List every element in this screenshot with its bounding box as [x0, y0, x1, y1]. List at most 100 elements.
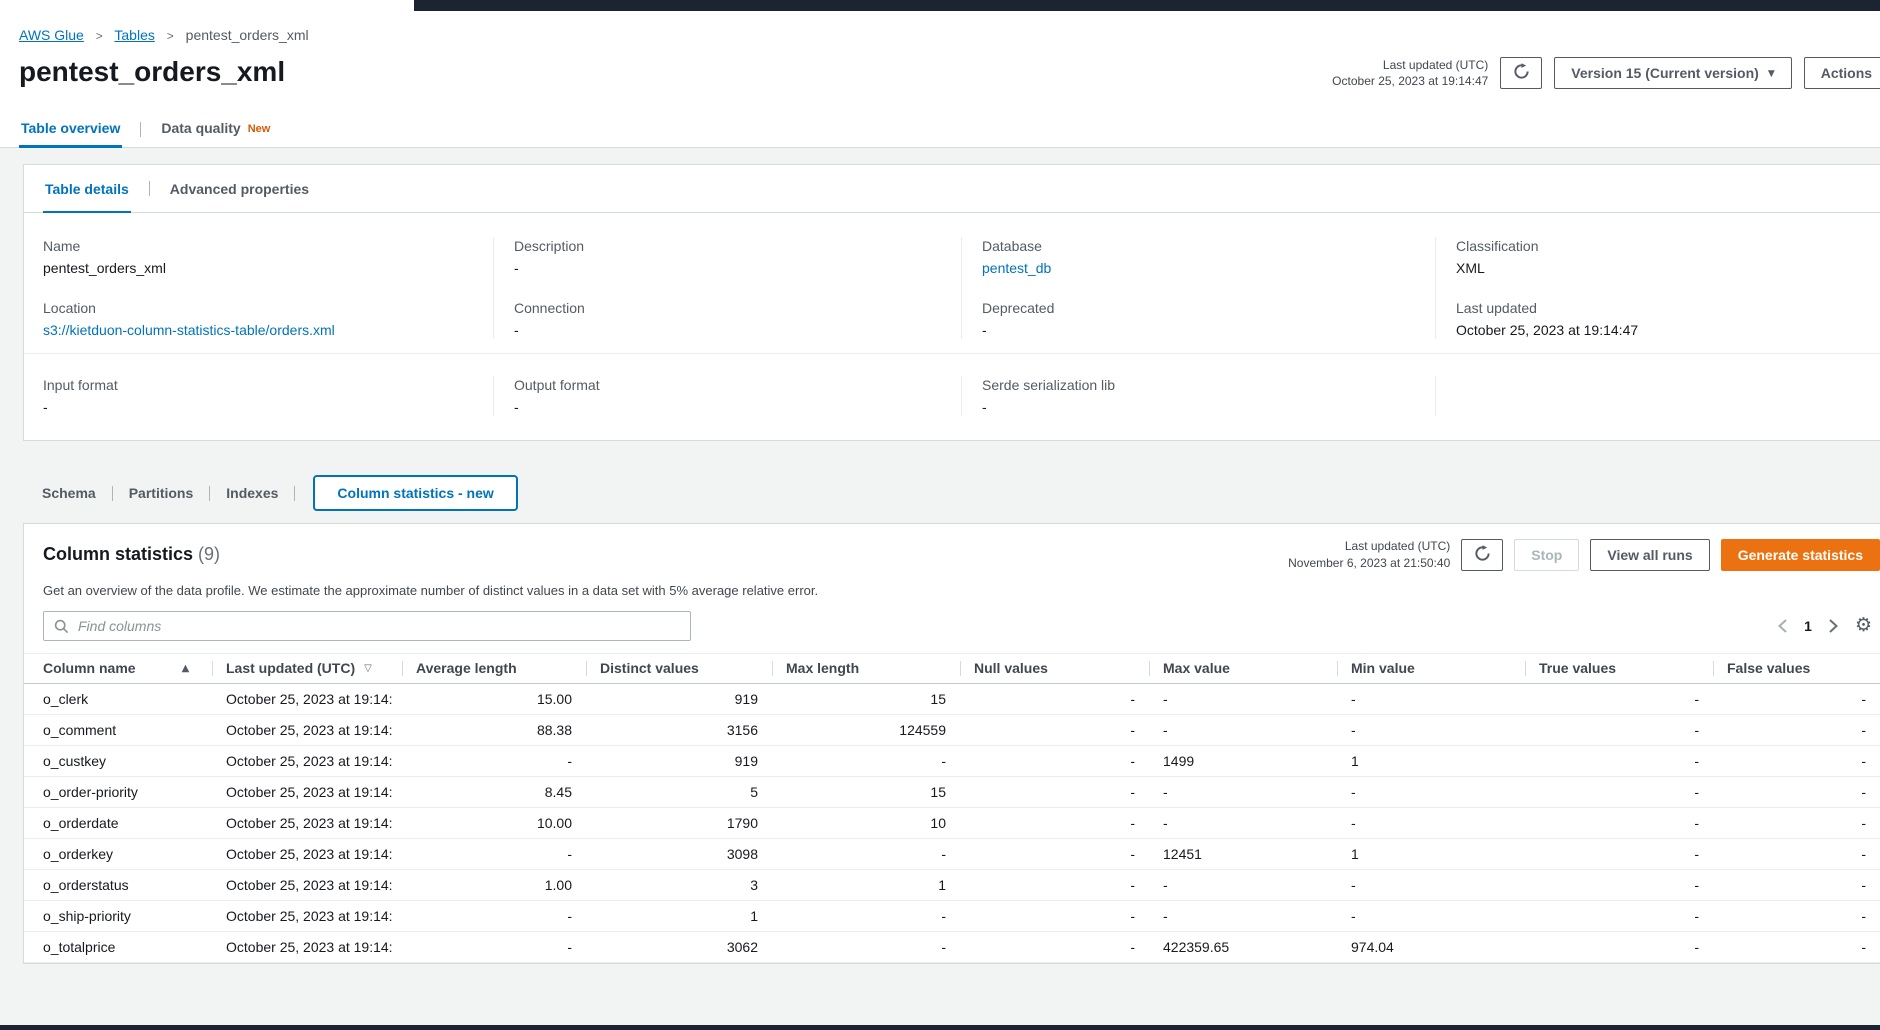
- cell-average-length: -: [402, 838, 586, 870]
- cell-null-values: -: [960, 838, 1149, 870]
- search-icon: [54, 619, 69, 637]
- details-col-3: Serde serialization lib -: [961, 376, 1435, 417]
- cell-max-value: -: [1149, 683, 1337, 715]
- tab-table-overview[interactable]: Table overview: [19, 111, 123, 149]
- preferences-gear-icon[interactable]: ⚙: [1854, 614, 1872, 637]
- find-columns-input[interactable]: [43, 610, 691, 641]
- cell-null-values: -: [960, 931, 1149, 963]
- actions-dropdown-button[interactable]: Actions ▼: [1803, 57, 1880, 90]
- cell-distinct-values: 5: [586, 776, 772, 808]
- cell-last-updated: October 25, 2023 at 19:14:: [212, 869, 402, 901]
- title-row: pentest_orders_xml Last updated (UTC) Oc…: [0, 43, 1880, 90]
- column-header-last-updated[interactable]: Last updated (UTC) ▽: [212, 652, 402, 684]
- field-serde-lib: Serde serialization lib -: [982, 377, 1116, 416]
- tab-schema[interactable]: Schema: [42, 485, 96, 502]
- page-number[interactable]: 1: [1804, 617, 1812, 634]
- cell-true-values: -: [1525, 745, 1713, 777]
- table-row: o_totalprice October 25, 2023 at 19:14: …: [24, 931, 1880, 963]
- cell-max-length: -: [772, 838, 960, 870]
- stop-button[interactable]: Stop: [1514, 538, 1580, 571]
- cell-last-updated: October 25, 2023 at 19:14:: [212, 838, 402, 870]
- cell-max-length: 124559: [772, 714, 960, 746]
- cell-false-values: -: [1713, 683, 1880, 715]
- details-col-2: Description - Connection -: [493, 237, 961, 340]
- details-col-4: Classification XML Last updated October …: [1435, 237, 1880, 340]
- sort-toggle-icon: ▽: [364, 662, 372, 674]
- cell-true-values: -: [1525, 714, 1713, 746]
- generate-statistics-button[interactable]: Generate statistics: [1720, 538, 1880, 571]
- cell-distinct-values: 3156: [586, 714, 772, 746]
- cell-null-values: -: [960, 745, 1149, 777]
- cell-average-length: 10.00: [402, 807, 586, 839]
- tab-partitions[interactable]: Partitions: [128, 485, 194, 502]
- window-bottom-strip: [0, 1025, 1880, 1030]
- cell-true-values: -: [1525, 900, 1713, 932]
- s3-location-link[interactable]: s3://kietduon-column-statistics-table/or…: [43, 322, 335, 339]
- cell-max-length: -: [772, 745, 960, 777]
- breadcrumb-separator-icon: >: [95, 29, 103, 43]
- content: Table details Advanced properties Name p…: [0, 148, 1880, 964]
- cell-max-value: -: [1149, 776, 1337, 808]
- cell-average-length: 15.00: [402, 683, 586, 715]
- field-classification: Classification XML: [1456, 238, 1539, 277]
- refresh-button[interactable]: [1500, 57, 1543, 90]
- breadcrumb-separator-icon: >: [166, 29, 174, 43]
- next-page-button[interactable]: [1829, 619, 1838, 633]
- field-last-updated: Last updated October 25, 2023 at 19:14:4…: [1456, 300, 1639, 339]
- field-connection: Connection -: [514, 300, 585, 339]
- cell-min-value: -: [1337, 900, 1525, 932]
- cell-average-length: -: [402, 900, 586, 932]
- previous-page-button[interactable]: [1778, 619, 1787, 633]
- column-header-max-length: Max length: [772, 652, 960, 684]
- tab-data-quality[interactable]: Data quality New: [159, 111, 272, 147]
- version-dropdown-button[interactable]: Version 15 (Current version) ▼: [1554, 57, 1792, 90]
- last-updated-value: November 6, 2023 at 21:50:40: [1288, 555, 1451, 570]
- cell-column-name: o_clerk: [24, 683, 212, 715]
- cell-true-values: -: [1525, 838, 1713, 870]
- column-header-false-values: False values: [1713, 652, 1880, 684]
- tab-advanced-properties[interactable]: Advanced properties: [169, 180, 310, 197]
- cell-column-name: o_orderkey: [24, 838, 212, 870]
- database-link[interactable]: pentest_db: [982, 260, 1052, 277]
- cell-max-value: 1499: [1149, 745, 1337, 777]
- cell-average-length: -: [402, 931, 586, 963]
- cell-max-value: -: [1149, 900, 1337, 932]
- header-actions: Last updated (UTC) October 25, 2023 at 1…: [1332, 57, 1880, 90]
- tab-column-statistics[interactable]: Column statistics - new: [313, 475, 518, 512]
- cell-last-updated: October 25, 2023 at 19:14:: [212, 807, 402, 839]
- cell-min-value: 1: [1337, 745, 1525, 777]
- cell-column-name: o_orderstatus: [24, 869, 212, 901]
- stats-refresh-button[interactable]: [1461, 538, 1504, 571]
- view-all-runs-button[interactable]: View all runs: [1590, 538, 1710, 571]
- cell-max-length: -: [772, 900, 960, 932]
- refresh-icon: [1474, 544, 1491, 565]
- tab-table-details[interactable]: Table details: [43, 165, 131, 214]
- pagination: 1 ⚙: [1778, 616, 1872, 635]
- page-title: pentest_orders_xml: [19, 56, 286, 87]
- cell-null-values: -: [960, 714, 1149, 746]
- cell-max-value: -: [1149, 807, 1337, 839]
- cell-column-name: o_orderdate: [24, 807, 212, 839]
- cell-false-values: -: [1713, 869, 1880, 901]
- breadcrumb-tables[interactable]: Tables: [114, 27, 155, 43]
- tab-indexes[interactable]: Indexes: [226, 485, 279, 502]
- stats-header: Column statistics (9) Last updated (UTC)…: [24, 524, 1880, 571]
- cell-distinct-values: 919: [586, 745, 772, 777]
- cell-last-updated: October 25, 2023 at 19:14:: [212, 683, 402, 715]
- cell-false-values: -: [1713, 714, 1880, 746]
- last-updated-label: Last updated (UTC): [1382, 58, 1489, 72]
- column-header-true-values: True values: [1525, 652, 1713, 684]
- main-tabs: Table overview Data quality New: [0, 111, 1880, 149]
- column-header-column-name[interactable]: Column name ▲: [24, 652, 212, 684]
- breadcrumb-aws-glue[interactable]: AWS Glue: [19, 27, 84, 43]
- cell-max-value: -: [1149, 714, 1337, 746]
- details-col-3: Database pentest_db Deprecated -: [961, 237, 1435, 340]
- cell-true-values: -: [1525, 931, 1713, 963]
- page-header: AWS Glue > Tables > pentest_orders_xml p…: [0, 11, 1880, 149]
- cell-false-values: -: [1713, 745, 1880, 777]
- table-details-card: Table details Advanced properties Name p…: [23, 164, 1880, 442]
- window-top-strip: [0, 0, 1880, 11]
- cell-min-value: -: [1337, 714, 1525, 746]
- column-header-min-value: Min value: [1337, 652, 1525, 684]
- cell-last-updated: October 25, 2023 at 19:14:: [212, 714, 402, 746]
